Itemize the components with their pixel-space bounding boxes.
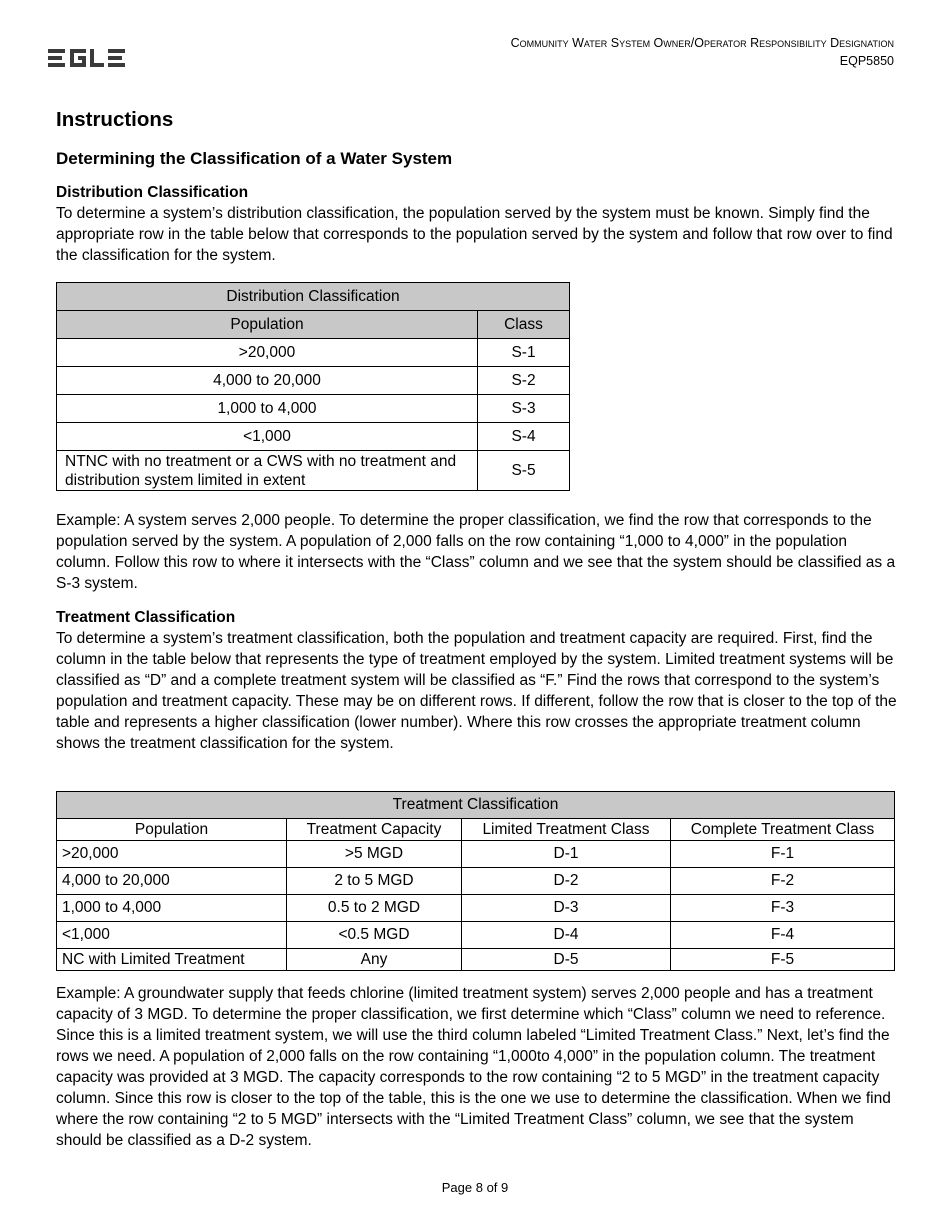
complete-class-cell: F-2 xyxy=(670,867,895,895)
example-text: Example: A groundwater supply that feeds… xyxy=(56,985,891,1149)
distribution-heading: Distribution Classification xyxy=(56,184,249,201)
population-cell: <1,000 xyxy=(56,422,478,451)
table-row: >20,000 S-1 xyxy=(56,338,570,367)
egle-logo xyxy=(48,47,128,74)
population-cell: >20,000 xyxy=(56,840,287,868)
complete-class-cell: F-1 xyxy=(670,840,895,868)
class-cell: S-1 xyxy=(477,338,570,367)
capacity-cell: 0.5 to 2 MGD xyxy=(286,894,462,922)
population-cell: <1,000 xyxy=(56,921,287,949)
table-row: 4,000 to 20,000 2 to 5 MGD D-2 F-2 xyxy=(56,867,895,895)
distribution-table: Distribution Classification Population C… xyxy=(56,282,570,491)
document-title: Community Water System Owner/Operator Re… xyxy=(510,36,894,50)
column-header: Population xyxy=(56,310,478,339)
population-cell: 4,000 to 20,000 xyxy=(56,366,478,395)
column-header: Population xyxy=(56,818,287,841)
treatment-example: Example: A groundwater supply that feeds… xyxy=(56,983,898,1151)
distribution-section: Distribution Classification To determine… xyxy=(56,182,898,266)
limited-class-cell: D-5 xyxy=(461,948,671,971)
distribution-intro: To determine a system’s distribution cla… xyxy=(56,205,893,264)
treatment-intro: To determine a system’s treatment classi… xyxy=(56,630,897,752)
limited-class-cell: D-3 xyxy=(461,894,671,922)
example-text: Example: A system serves 2,000 people. T… xyxy=(56,512,896,592)
distribution-example: Example: A system serves 2,000 people. T… xyxy=(56,510,898,594)
page-number: Page 8 of 9 xyxy=(441,1180,509,1195)
population-cell: NTNC with no treatment or a CWS with no … xyxy=(56,450,478,491)
limited-class-cell: D-1 xyxy=(461,840,671,868)
treatment-section: Treatment Classification To determine a … xyxy=(56,607,898,754)
capacity-cell: 2 to 5 MGD xyxy=(286,867,462,895)
complete-class-cell: F-4 xyxy=(670,921,895,949)
form-number: EQP5850 xyxy=(839,54,894,68)
table-row: 1,000 to 4,000 0.5 to 2 MGD D-3 F-3 xyxy=(56,894,895,922)
table-row: <1,000 S-4 xyxy=(56,422,570,451)
table-row: 4,000 to 20,000 S-2 xyxy=(56,366,570,395)
table-row: >20,000 >5 MGD D-1 F-1 xyxy=(56,840,895,868)
page-title: Instructions xyxy=(56,108,174,131)
table-row: 1,000 to 4,000 S-3 xyxy=(56,394,570,423)
table-title: Distribution Classification xyxy=(56,282,570,311)
capacity-cell: >5 MGD xyxy=(286,840,462,868)
table-row: NTNC with no treatment or a CWS with no … xyxy=(56,450,570,491)
table-row: NC with Limited Treatment Any D-5 F-5 xyxy=(56,948,895,971)
treatment-heading: Treatment Classification xyxy=(56,609,236,626)
capacity-cell: <0.5 MGD xyxy=(286,921,462,949)
class-cell: S-2 xyxy=(477,366,570,395)
complete-class-cell: F-3 xyxy=(670,894,895,922)
document-header: Community Water System Owner/Operator Re… xyxy=(511,34,894,70)
capacity-cell: Any xyxy=(286,948,462,971)
column-header: Treatment Capacity xyxy=(286,818,462,841)
complete-class-cell: F-5 xyxy=(670,948,895,971)
treatment-table: Treatment Classification Population Trea… xyxy=(56,791,895,971)
table-title: Treatment Classification xyxy=(56,791,895,819)
column-header: Class xyxy=(477,310,570,339)
class-cell: S-5 xyxy=(477,450,570,491)
limited-class-cell: D-4 xyxy=(461,921,671,949)
class-cell: S-4 xyxy=(477,422,570,451)
population-cell: NC with Limited Treatment xyxy=(56,948,287,971)
population-cell: 1,000 to 4,000 xyxy=(56,394,478,423)
population-cell: 4,000 to 20,000 xyxy=(56,867,287,895)
section-heading: Determining the Classification of a Wate… xyxy=(56,149,453,168)
population-cell: 1,000 to 4,000 xyxy=(56,894,287,922)
table-row: <1,000 <0.5 MGD D-4 F-4 xyxy=(56,921,895,949)
column-header: Complete Treatment Class xyxy=(670,818,895,841)
limited-class-cell: D-2 xyxy=(461,867,671,895)
class-cell: S-3 xyxy=(477,394,570,423)
column-header: Limited Treatment Class xyxy=(461,818,671,841)
population-cell: >20,000 xyxy=(56,338,478,367)
